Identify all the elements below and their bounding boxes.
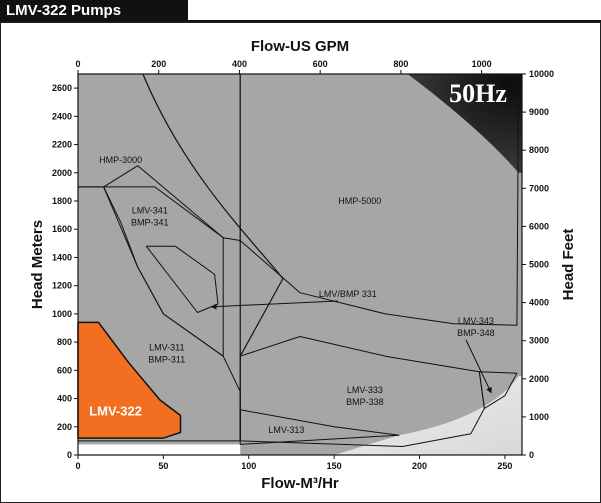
y-left-tick-label: 200 [57,422,72,432]
x-bottom-tick-label: 50 [158,461,168,471]
y-left-tick-label: 2400 [52,111,72,121]
y-left-tick-label: 1200 [52,281,72,291]
y-right-tick-label: 7000 [529,183,549,193]
y-left-tick-label: 600 [57,365,72,375]
annotation-arrow-lmv-343-bmp-348 [465,339,492,394]
baseline-gap [78,444,241,455]
y-left-tick-label: 2600 [52,83,72,93]
y-right-tick-label: 1000 [529,412,549,422]
y-right-tick-label: 8000 [529,145,549,155]
region-label-lmv-311-bmp-311: LMV-311 [149,343,184,353]
y-left-tick-label: 400 [57,394,72,404]
y-left-tick-label: 2000 [52,168,72,178]
x-bottom-axis-title: Flow-M³/Hr [261,475,339,492]
region-label-lmv-311-bmp-311: BMP-311 [148,355,185,365]
region-lmv-bmp-331 [145,245,219,313]
x-bottom-tick-label: 250 [497,461,512,471]
y-right-tick-label: 0 [529,450,534,460]
regions-layer [77,321,182,439]
x-bottom-tick-label: 200 [412,461,427,471]
region-labels: HMP-3000 HMP-5000 LMV-341 BMP-341 LMV/BMP 33… [89,155,494,435]
hmp-5000-boundary-curve [142,73,284,279]
x-bottom-tick-label: 150 [327,461,342,471]
x-top-tick-label: 1000 [472,59,492,69]
region-label-lmv-341-bmp-341: BMP-341 [131,218,169,228]
title-rule [0,20,601,22]
y-right-axis-title: Head Feet [560,229,577,301]
y-left-tick-label: 1800 [52,196,72,206]
y-left-axis-title: Head Meters [29,220,46,309]
out-of-range-band [334,375,522,455]
annotation-arrow-lmv-bmp-331 [210,300,338,310]
y-left-tick-label: 1000 [52,309,72,319]
page-title: LMV-322 Pumps [0,0,188,21]
y-right-tick-label: 4000 [529,298,549,308]
x-top-axis-title: Flow-US GPM [251,38,349,55]
x-top-tick-label: 200 [151,59,166,69]
y-left-tick-label: 2200 [52,140,72,150]
region-label-hmp-5000: HMP-5000 [338,196,381,206]
frequency-badge: 50Hz [449,79,507,108]
region-label-lmv-343-bmp-348: BMP-348 [457,328,495,338]
region-label-lmv-322: LMV-322 [89,403,142,418]
region-lmv-343-bmp-348 [478,371,518,409]
y-left-tick-label: 0 [67,450,72,460]
x-top-tick-label: 800 [393,59,408,69]
region-label-lmv-341-bmp-341: LMV-341 [132,206,168,216]
x-top-tick-label: 0 [75,59,80,69]
y-left-tick-label: 1600 [52,224,72,234]
region-label-lmv-313: LMV-313 [268,425,304,435]
dark-corner [407,74,522,173]
y-right-tick-label: 5000 [529,260,549,270]
region-lmv-322 [77,321,182,439]
region-label-lmv-343-bmp-348: LMV-343 [458,316,494,326]
x-top-tick-label: 400 [232,59,247,69]
y-left-tick-label: 1400 [52,252,72,262]
region-label-lmv-333-bmp-338: LMV-333 [347,385,383,395]
y-left-tick-label: 800 [57,337,72,347]
hmp-5000-vertex-line [239,278,284,357]
x-bottom-tick-label: 0 [75,461,80,471]
region-label-lmv-bmp-331: LMV/BMP 331 [319,289,377,299]
y-right-tick-label: 10000 [529,69,554,79]
region-lmv-311-bmp-311 [77,186,241,442]
y-right-tick-label: 9000 [529,107,549,117]
y-right-tick-label: 6000 [529,221,549,231]
region-label-hmp-3000: HMP-3000 [99,155,142,165]
y-right-tick-label: 2000 [529,374,549,384]
x-bottom-tick-label: 100 [241,461,256,471]
x-top-tick-label: 600 [313,59,328,69]
y-right-tick-label: 3000 [529,336,549,346]
region-label-lmv-333-bmp-338: BMP-338 [346,397,384,407]
